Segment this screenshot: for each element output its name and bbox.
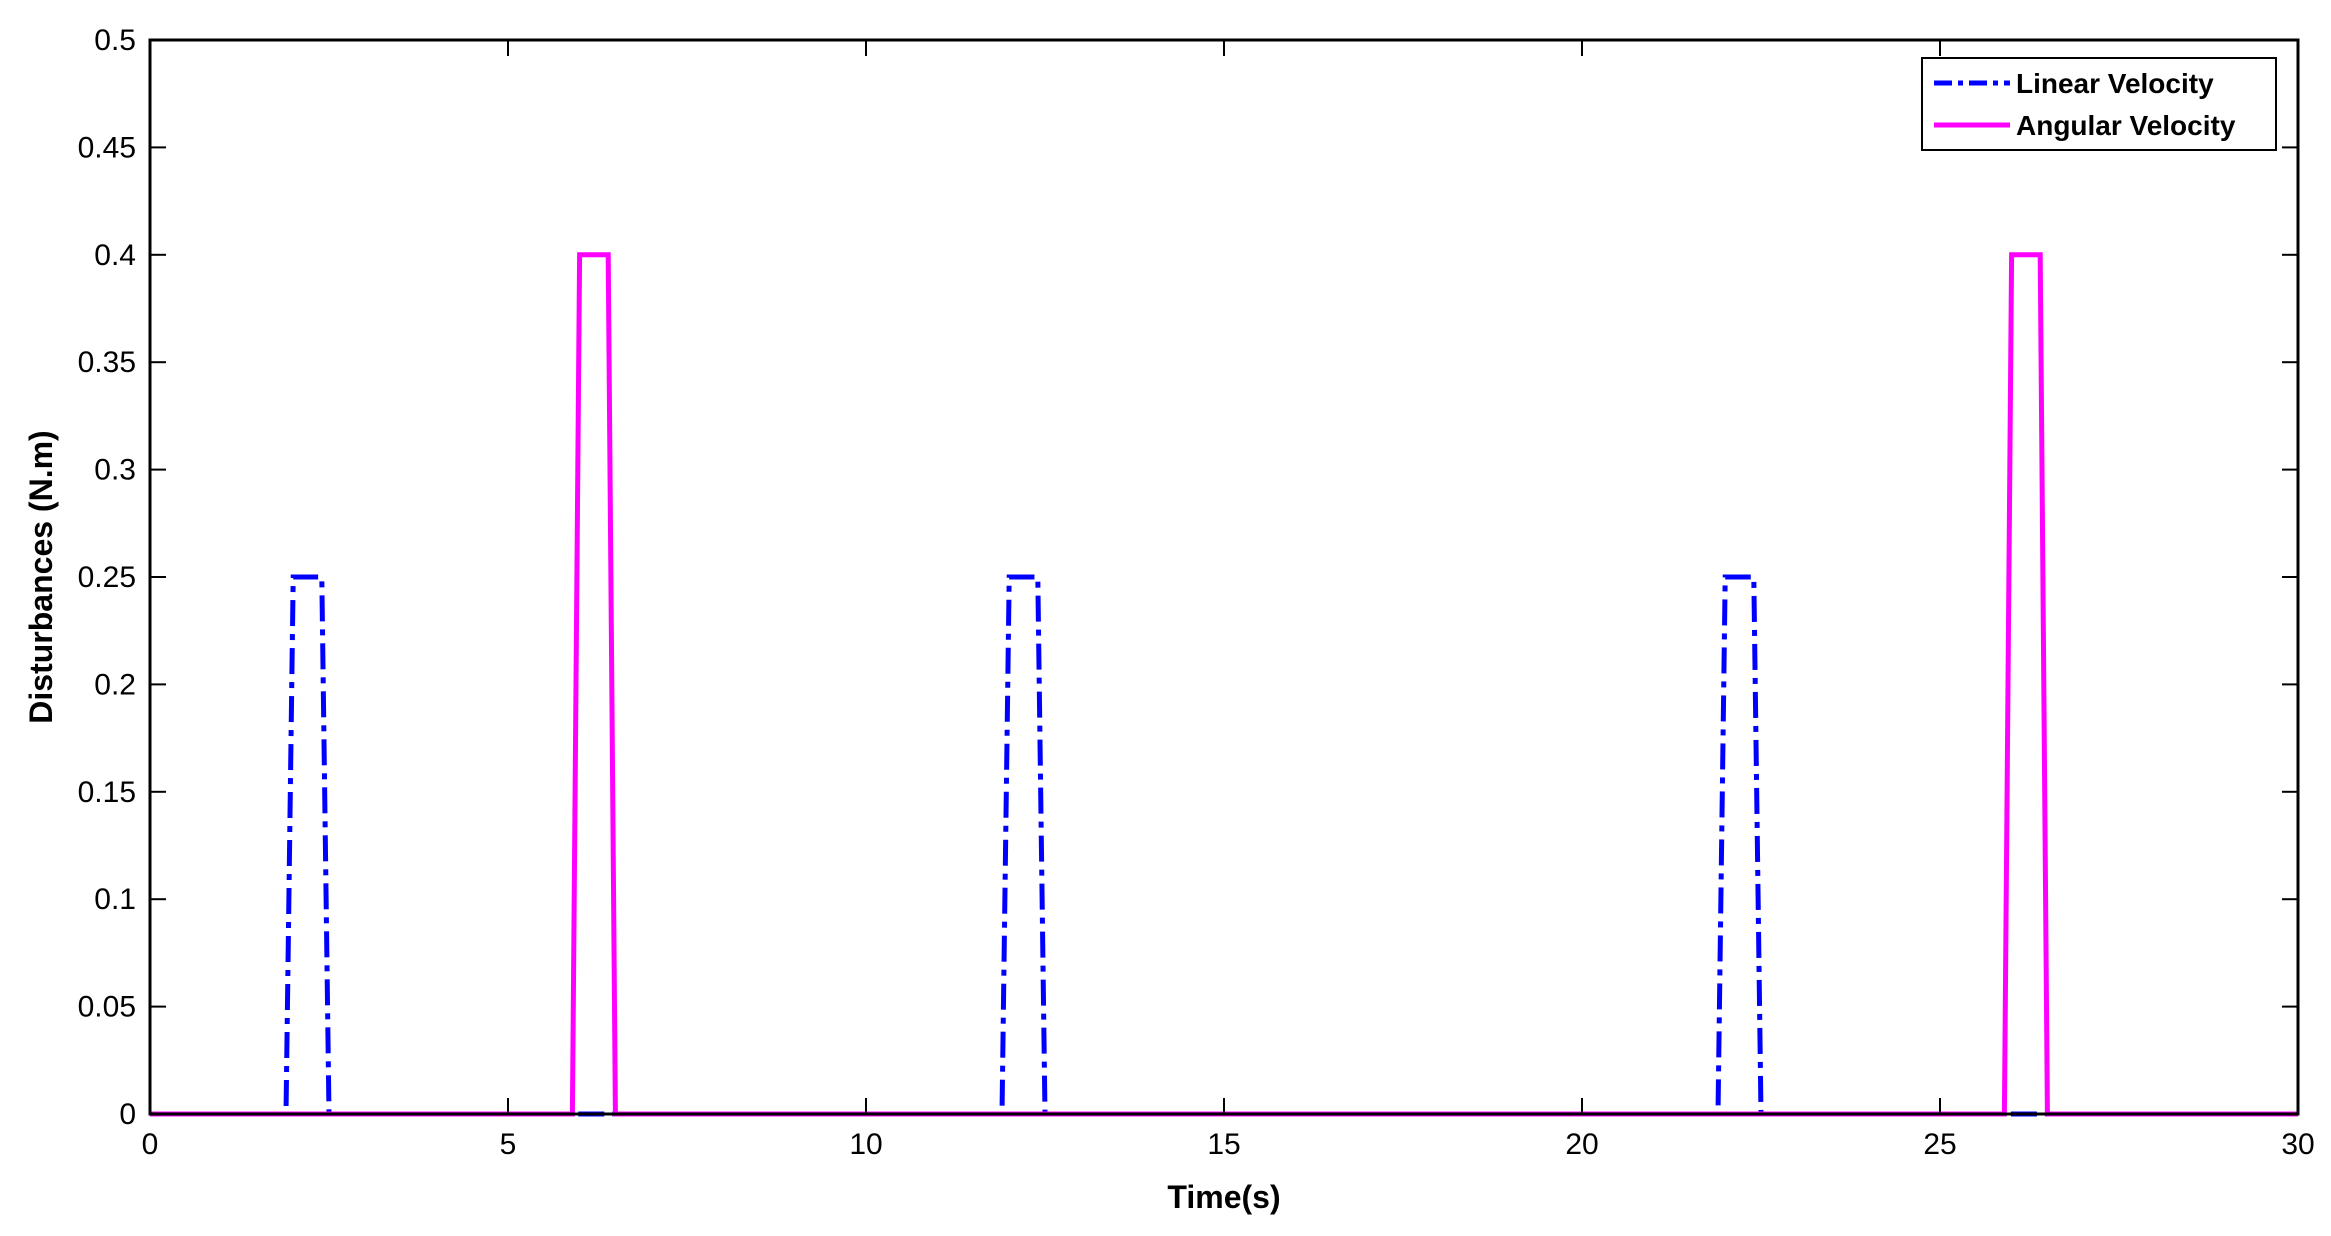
legend-label-linear-velocity: Linear Velocity — [2016, 68, 2214, 99]
y-tick-label: 0.15 — [78, 776, 136, 809]
x-tick-label: 5 — [500, 1128, 517, 1161]
y-tick-label: 0.45 — [78, 131, 136, 164]
x-tick-label: 20 — [1565, 1128, 1598, 1161]
tick-label-layer: 0 5 10 15 20 25 30 0 0.05 0.1 0.15 0.2 0.25 0.3 0.35 0.… — [78, 24, 2315, 1161]
y-tick-label: 0.5 — [94, 24, 136, 57]
y-tick-label: 0.05 — [78, 991, 136, 1024]
legend-label-angular-velocity: Angular Velocity — [2016, 110, 2236, 141]
y-tick-label: 0.2 — [94, 668, 136, 701]
y-tick-label: 0.35 — [78, 346, 136, 379]
y-tick-label: 0.4 — [94, 239, 136, 272]
x-tick-label: 15 — [1207, 1128, 1240, 1161]
y-tick-label: 0.3 — [94, 454, 136, 487]
x-tick-label: 0 — [142, 1128, 159, 1161]
x-tick-label: 25 — [1923, 1128, 1956, 1161]
series-line-linear-velocity — [150, 574, 2298, 1117]
y-tick-label: 0.25 — [78, 561, 136, 594]
x-axis-title: Time(s) — [1167, 1179, 1280, 1215]
x-tick-label: 30 — [2281, 1128, 2314, 1161]
y-tick-label: 0.1 — [94, 883, 136, 916]
x-tick-label: 10 — [849, 1128, 882, 1161]
legend: Linear Velocity Angular Velocity — [1921, 57, 2277, 151]
plot-background — [150, 40, 2298, 1114]
y-axis-title: Disturbances (N.m) — [23, 430, 59, 723]
plot-frame — [148, 38, 2300, 1116]
y-tick-label: 0 — [119, 1098, 136, 1131]
legend-box — [1921, 57, 2277, 151]
